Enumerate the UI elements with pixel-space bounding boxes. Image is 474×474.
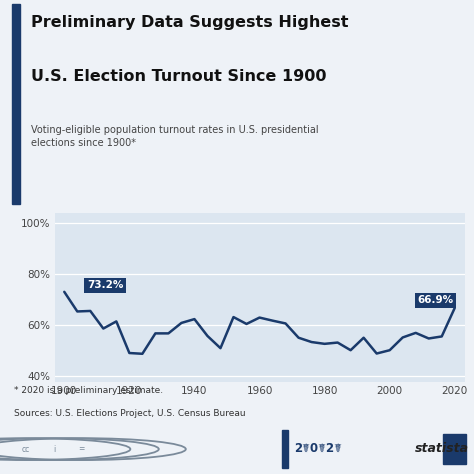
Text: cc: cc: [22, 445, 30, 454]
Text: i: i: [54, 445, 55, 454]
Text: statista: statista: [415, 442, 469, 455]
Text: * 2020 is a preliminary estimate.: * 2020 is a preliminary estimate.: [14, 386, 164, 395]
Text: U.S. Election Turnout Since 1900: U.S. Election Turnout Since 1900: [31, 69, 326, 84]
Text: =: =: [78, 445, 85, 454]
Text: Sources: U.S. Elections Project, U.S. Census Bureau: Sources: U.S. Elections Project, U.S. Ce…: [14, 409, 246, 418]
Text: Preliminary Data Suggests Highest: Preliminary Data Suggests Highest: [31, 15, 348, 29]
Bar: [12, 4, 20, 204]
Text: 2☤0☤2☤: 2☤0☤2☤: [294, 442, 342, 455]
Bar: [443, 434, 466, 464]
Text: 66.9%: 66.9%: [417, 295, 454, 306]
Text: Voting-eligible population turnout rates in U.S. presidential
elections since 19: Voting-eligible population turnout rates…: [31, 125, 319, 148]
Text: 73.2%: 73.2%: [87, 280, 123, 290]
Bar: [282, 430, 288, 468]
